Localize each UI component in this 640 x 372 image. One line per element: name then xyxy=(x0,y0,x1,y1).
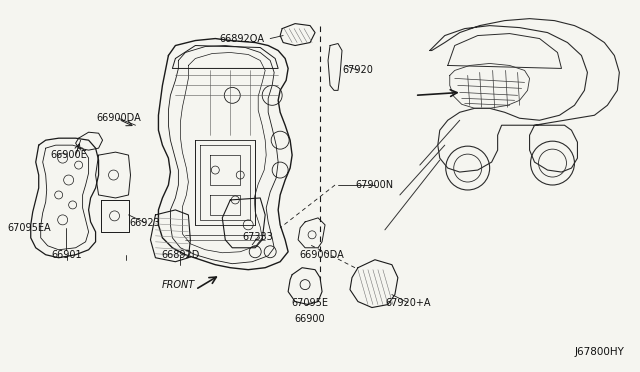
Text: 67095EA: 67095EA xyxy=(7,223,51,233)
Text: 67333: 67333 xyxy=(243,232,273,242)
Text: 67920+A: 67920+A xyxy=(385,298,431,308)
Text: J67800HY: J67800HY xyxy=(575,347,625,357)
Text: 66900DA: 66900DA xyxy=(96,113,141,123)
Text: 66901: 66901 xyxy=(51,250,82,260)
Text: 67900N: 67900N xyxy=(356,180,394,190)
Text: 66900E: 66900E xyxy=(51,150,87,160)
Text: 66900: 66900 xyxy=(295,314,325,324)
Text: 67920: 67920 xyxy=(342,65,373,76)
Text: 66892QA: 66892QA xyxy=(220,33,265,44)
Text: 66900DA: 66900DA xyxy=(300,250,344,260)
Text: 67095E: 67095E xyxy=(292,298,328,308)
Text: 66923: 66923 xyxy=(129,218,160,228)
Text: FRONT: FRONT xyxy=(162,280,195,290)
Text: 66892D: 66892D xyxy=(161,250,200,260)
